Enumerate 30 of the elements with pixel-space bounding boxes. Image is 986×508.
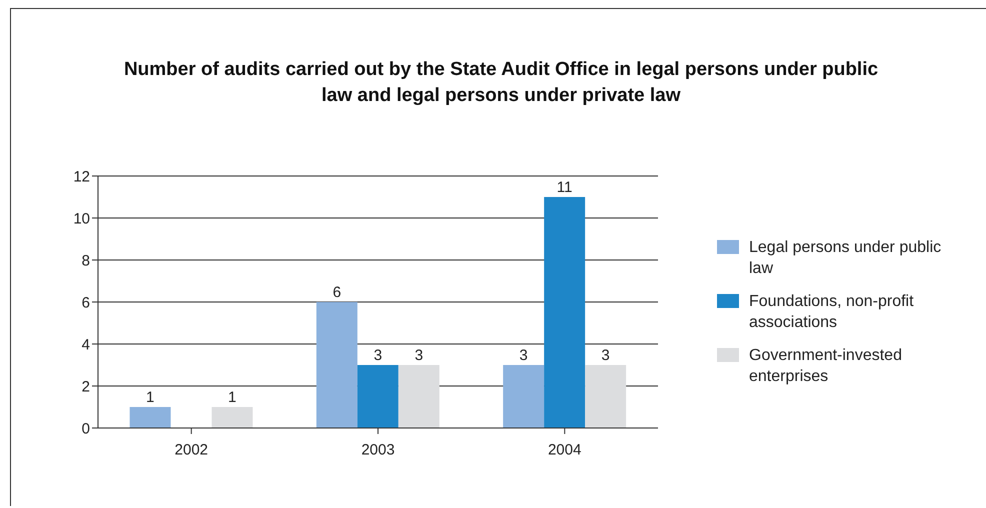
x-tick-label: 2002	[174, 442, 208, 459]
chart-title: Number of audits carried out by the State Audit Office in legal persons under public law and legal persons under private law	[122, 58, 880, 108]
data-label: 3	[601, 347, 610, 364]
legend-label: Foundations, non-profit associations	[749, 292, 915, 333]
y-tick-label: 0	[82, 420, 90, 438]
legend-label: Government-invested enterprises	[749, 346, 903, 387]
data-label: 1	[228, 389, 236, 406]
y-tick-label: 4	[82, 336, 90, 354]
bar	[212, 407, 253, 428]
data-label: 1	[146, 389, 154, 406]
bar	[585, 365, 626, 428]
data-label: 3	[414, 347, 424, 364]
data-label: 3	[374, 347, 382, 364]
data-label: 11	[556, 179, 572, 196]
bar	[544, 197, 586, 428]
x-tick-label: 2003	[361, 442, 395, 459]
data-label: 6	[332, 284, 342, 301]
y-tick-label: 6	[82, 294, 90, 312]
y-tick-label: 8	[82, 252, 90, 270]
bar	[357, 365, 398, 428]
bar	[398, 365, 440, 428]
bar	[316, 302, 358, 428]
bar	[503, 365, 544, 428]
data-label: 3	[519, 347, 528, 364]
bar	[130, 407, 171, 428]
y-tick-label: 12	[73, 168, 90, 186]
y-tick-label: 10	[73, 210, 90, 228]
x-tick-label: 2004	[548, 442, 582, 459]
legend-label: Legal persons under public law	[749, 238, 942, 279]
y-tick-label: 2	[82, 378, 90, 396]
